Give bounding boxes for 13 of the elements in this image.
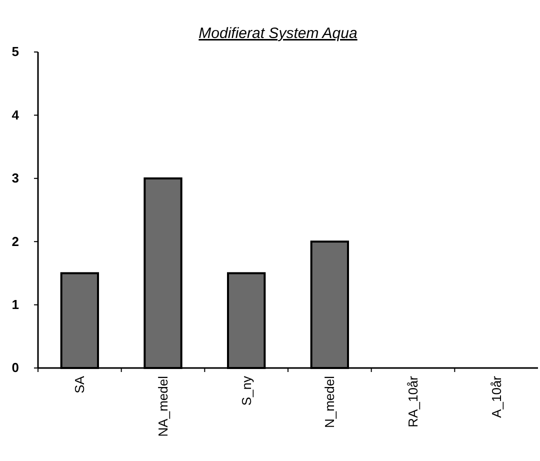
- y-tick-label: 2: [12, 234, 19, 249]
- y-tick-label: 0: [12, 360, 19, 376]
- x-tick-label: N_medel: [322, 376, 338, 428]
- y-tick-label: 4: [12, 107, 20, 122]
- chart-title: Modifierat System Aqua: [198, 25, 358, 42]
- x-tick-label: A_10år: [488, 375, 504, 418]
- y-tick-label: 1: [12, 296, 19, 312]
- x-tick-label: RA_10år: [406, 375, 421, 428]
- x-tick-label: SA: [72, 376, 88, 394]
- x-tick-label: S_ny: [238, 376, 254, 406]
- x-tick-label: NA_medel: [156, 376, 171, 437]
- y-tick-label: 3: [12, 170, 19, 186]
- y-tick-label: 5: [12, 44, 19, 60]
